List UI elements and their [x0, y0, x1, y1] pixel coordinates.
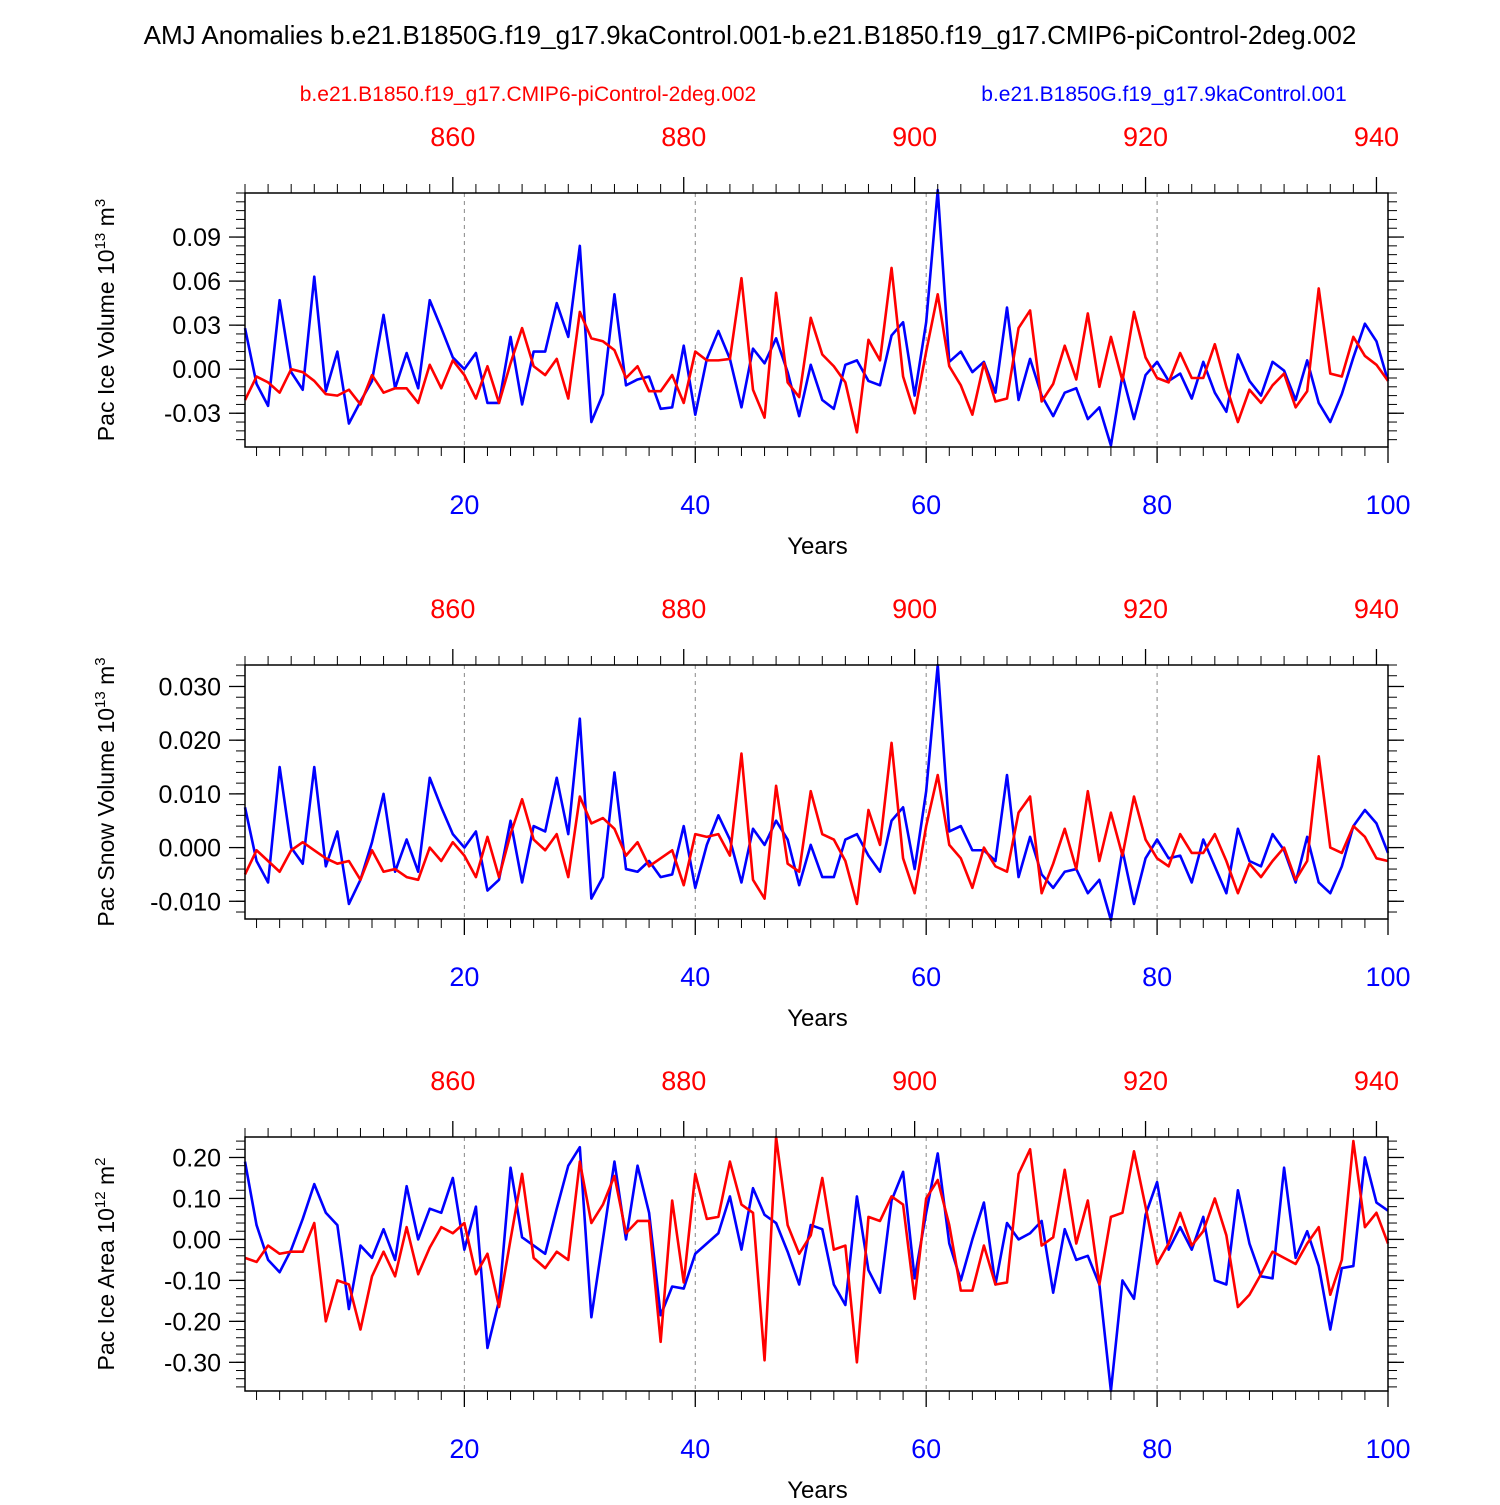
series-line-9kaControl [243, 1145, 1389, 1393]
x-tick-label-top: 860 [430, 1066, 475, 1096]
y-tick-label: -0.03 [164, 400, 221, 428]
x-tick-label-bottom: 100 [1365, 490, 1410, 520]
x-tick-label-bottom: 80 [1142, 490, 1172, 520]
x-tick-label-top: 940 [1354, 1066, 1399, 1096]
y-tick-label: 0.09 [172, 224, 221, 252]
x-tick-label-bottom: 40 [680, 1434, 710, 1464]
series-line-9kaControl [243, 663, 1390, 922]
y-axis-label: Pac Ice Volume 1013 m3 [92, 199, 119, 441]
y-tick-label: -0.30 [164, 1349, 221, 1377]
x-tick-label-top: 920 [1123, 1066, 1168, 1096]
x-tick-label-top: 880 [661, 122, 706, 152]
x-tick-label-top: 860 [430, 594, 475, 624]
x-tick-label-bottom: 60 [911, 490, 941, 520]
y-axis-label-exponent: 13 [92, 233, 109, 250]
x-tick-label-top: 920 [1123, 594, 1168, 624]
panel-ice-area: -0.30 -0.20 -0.10 0.00 0.10 0.20 20 40 60 80 100 86… [92, 1066, 1411, 1504]
y-axis-label-text: Pac Snow Volume 10 [93, 708, 119, 927]
y-axis-label-unit-exponent: 3 [92, 199, 109, 207]
x-tick-label-top: 880 [661, 594, 706, 624]
chart-title: AMJ Anomalies b.e21.B1850G.f19_g17.9kaCo… [144, 20, 1357, 50]
series-line-9kaControl [243, 188, 1390, 447]
x-tick-label-bottom: 80 [1142, 1434, 1172, 1464]
y-tick-label: -0.20 [164, 1308, 221, 1336]
x-tick-label-bottom: 100 [1365, 1434, 1410, 1464]
y-tick-label: 0.010 [158, 781, 221, 809]
panel-snow-volume: -0.010 0.000 0.010 0.020 0.030 20 40 60 80 100 860… [92, 594, 1411, 1032]
x-tick-label-top: 860 [430, 122, 475, 152]
x-tick-label-bottom: 100 [1365, 962, 1410, 992]
y-tick-label: 0.020 [158, 727, 221, 755]
y-axis-label-unit-exponent: 3 [92, 657, 109, 665]
x-tick-label-bottom: 60 [911, 1434, 941, 1464]
x-axis-label: Years [787, 1005, 848, 1032]
plot-frame [244, 664, 1389, 920]
y-tick-label: -0.10 [164, 1267, 221, 1295]
x-tick-label-top: 900 [892, 122, 937, 152]
y-axis-label: Pac Snow Volume 1013 m3 [92, 657, 119, 926]
x-tick-label-top: 920 [1123, 122, 1168, 152]
y-tick-label: 0.03 [172, 312, 221, 340]
y-tick-label: 0.06 [172, 268, 221, 296]
y-tick-label: -0.010 [150, 888, 221, 916]
y-axis-label-unit: m [93, 666, 119, 692]
y-tick-label: 0.10 [172, 1185, 221, 1213]
y-axis-label-exponent: 13 [92, 691, 109, 708]
x-tick-label-bottom: 40 [680, 490, 710, 520]
y-axis-label-exponent: 12 [92, 1191, 109, 1208]
x-tick-label-bottom: 80 [1142, 962, 1172, 992]
y-axis-label-unit: m [93, 1166, 119, 1192]
y-tick-label: 0.20 [172, 1144, 221, 1172]
y-axis-label-text: Pac Ice Area 10 [93, 1208, 119, 1370]
x-tick-label-bottom: 20 [449, 1434, 479, 1464]
panel-ice-volume: -0.03 0.00 0.03 0.06 0.09 20 40 60 80 100 860 880 90… [92, 122, 1411, 560]
y-tick-label: 0.00 [172, 1226, 221, 1254]
x-tick-label-top: 940 [1354, 122, 1399, 152]
panels: -0.03 0.00 0.03 0.06 0.09 20 40 60 80 100 860 880 90… [92, 122, 1411, 1504]
y-tick-label: 0.00 [172, 356, 221, 384]
x-tick-label-bottom: 40 [680, 962, 710, 992]
plot-frame [244, 192, 1389, 448]
x-axis-label: Years [787, 1477, 848, 1500]
x-tick-label-top: 900 [892, 1066, 937, 1096]
y-axis-label-unit-exponent: 2 [92, 1158, 109, 1166]
x-tick-label-bottom: 20 [449, 962, 479, 992]
y-axis-label: Pac Ice Area 1012 m2 [92, 1158, 119, 1371]
x-tick-label-bottom: 60 [911, 962, 941, 992]
x-tick-label-top: 900 [892, 594, 937, 624]
series-line-piControl [244, 1135, 1390, 1364]
x-tick-label-bottom: 20 [449, 490, 479, 520]
series-line-piControl [243, 741, 1389, 906]
y-axis-label-unit: m [93, 207, 119, 233]
series-line-piControl [243, 266, 1390, 434]
x-tick-label-top: 940 [1354, 594, 1399, 624]
y-tick-label: 0.000 [158, 835, 221, 863]
x-tick-label-top: 880 [661, 1066, 706, 1096]
legend-red-label: b.e21.B1850.f19_g17.CMIP6-piControl-2deg… [300, 83, 756, 106]
x-axis-label: Years [787, 533, 848, 560]
y-axis-label-text: Pac Ice Volume 10 [93, 249, 119, 441]
legend-blue-label: b.e21.B1850G.f19_g17.9kaControl.001 [981, 83, 1346, 106]
y-tick-label: 0.030 [158, 673, 221, 701]
